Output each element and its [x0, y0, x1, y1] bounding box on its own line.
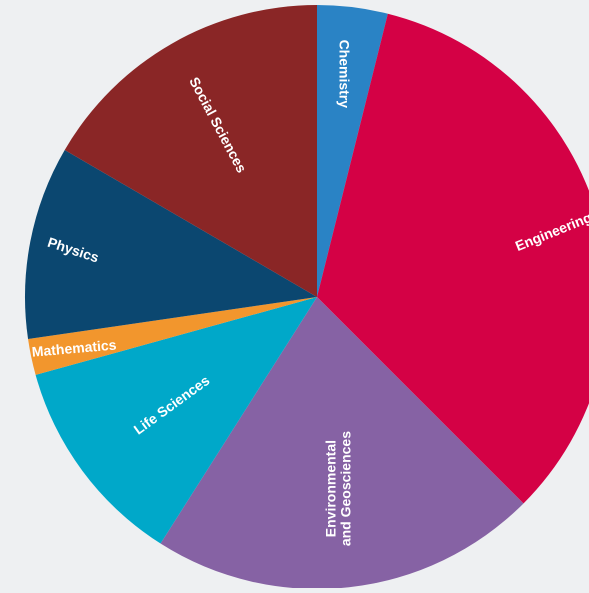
pie-slice-engineering [317, 13, 589, 504]
slice-label-mathematics: Mathematics [31, 336, 117, 359]
pie-slice-mathematics [28, 297, 318, 375]
slice-label-environmental-and-geosciences: Environmentaland Geosciences [323, 431, 354, 546]
pie-slice-environmental-and-geosciences [160, 297, 524, 589]
slice-layer [25, 5, 589, 589]
pie-slice-chemistry [317, 5, 388, 297]
slice-label-chemistry: Chemistry [337, 40, 353, 109]
pie-slice-life-sciences [35, 297, 318, 544]
pie-slice-physics [25, 149, 318, 340]
pie-slice-social-sciences [64, 5, 317, 297]
